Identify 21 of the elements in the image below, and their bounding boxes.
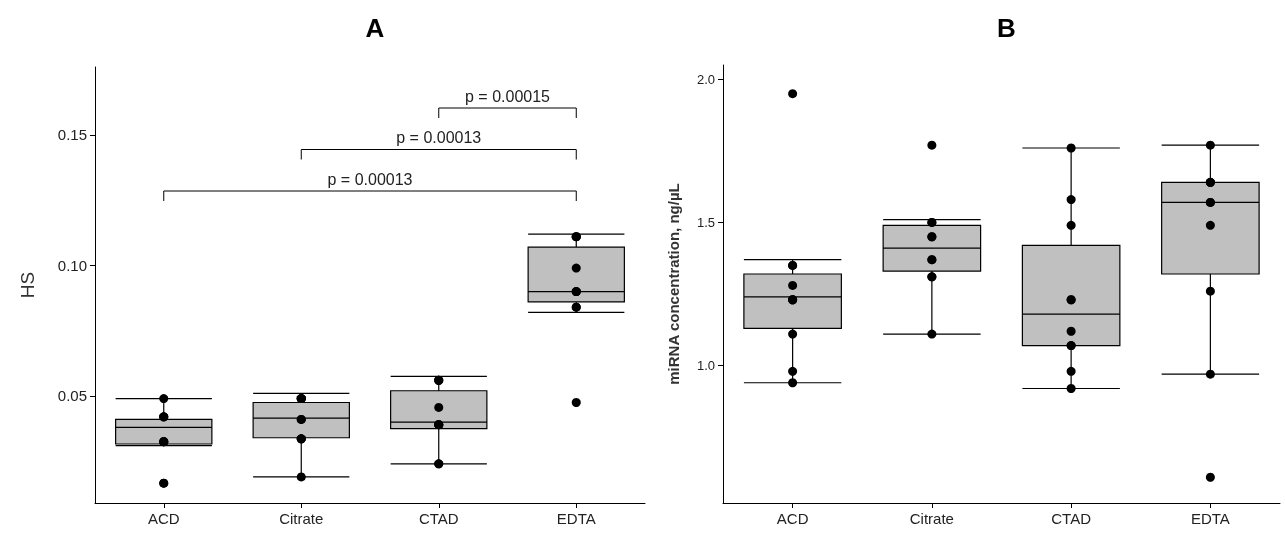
y-tick-label: 0.15 bbox=[57, 126, 87, 144]
chart-title: A bbox=[365, 13, 385, 43]
x-tick-label: CTAD bbox=[1051, 510, 1092, 527]
y-tick-label: 1.0 bbox=[696, 358, 715, 374]
x-tick-label: EDTA bbox=[556, 510, 596, 527]
x-tick-label: ACD bbox=[147, 510, 180, 527]
annotation: p = 0.00013 bbox=[327, 170, 413, 188]
y-tick-label: 0.10 bbox=[57, 256, 87, 274]
annotation: p = 0.00015 bbox=[465, 87, 551, 105]
x-tick-label: EDTA bbox=[1190, 510, 1230, 527]
chart-title: B bbox=[997, 13, 1016, 43]
y-axis-title: HS bbox=[17, 271, 38, 299]
annotation: p = 0.00013 bbox=[396, 129, 482, 146]
x-tick-label: Citrate bbox=[279, 510, 324, 527]
x-tick-label: Citrate bbox=[909, 510, 954, 527]
y-tick-label: 2.0 bbox=[696, 71, 715, 87]
y-tick-label: 1.5 bbox=[696, 214, 715, 230]
x-tick-label: CTAD bbox=[418, 510, 459, 527]
y-axis-title: miRNA concentration, ng/µL bbox=[665, 183, 682, 385]
y-tick-label: 0.05 bbox=[57, 387, 87, 405]
x-tick-label: ACD bbox=[776, 510, 809, 527]
